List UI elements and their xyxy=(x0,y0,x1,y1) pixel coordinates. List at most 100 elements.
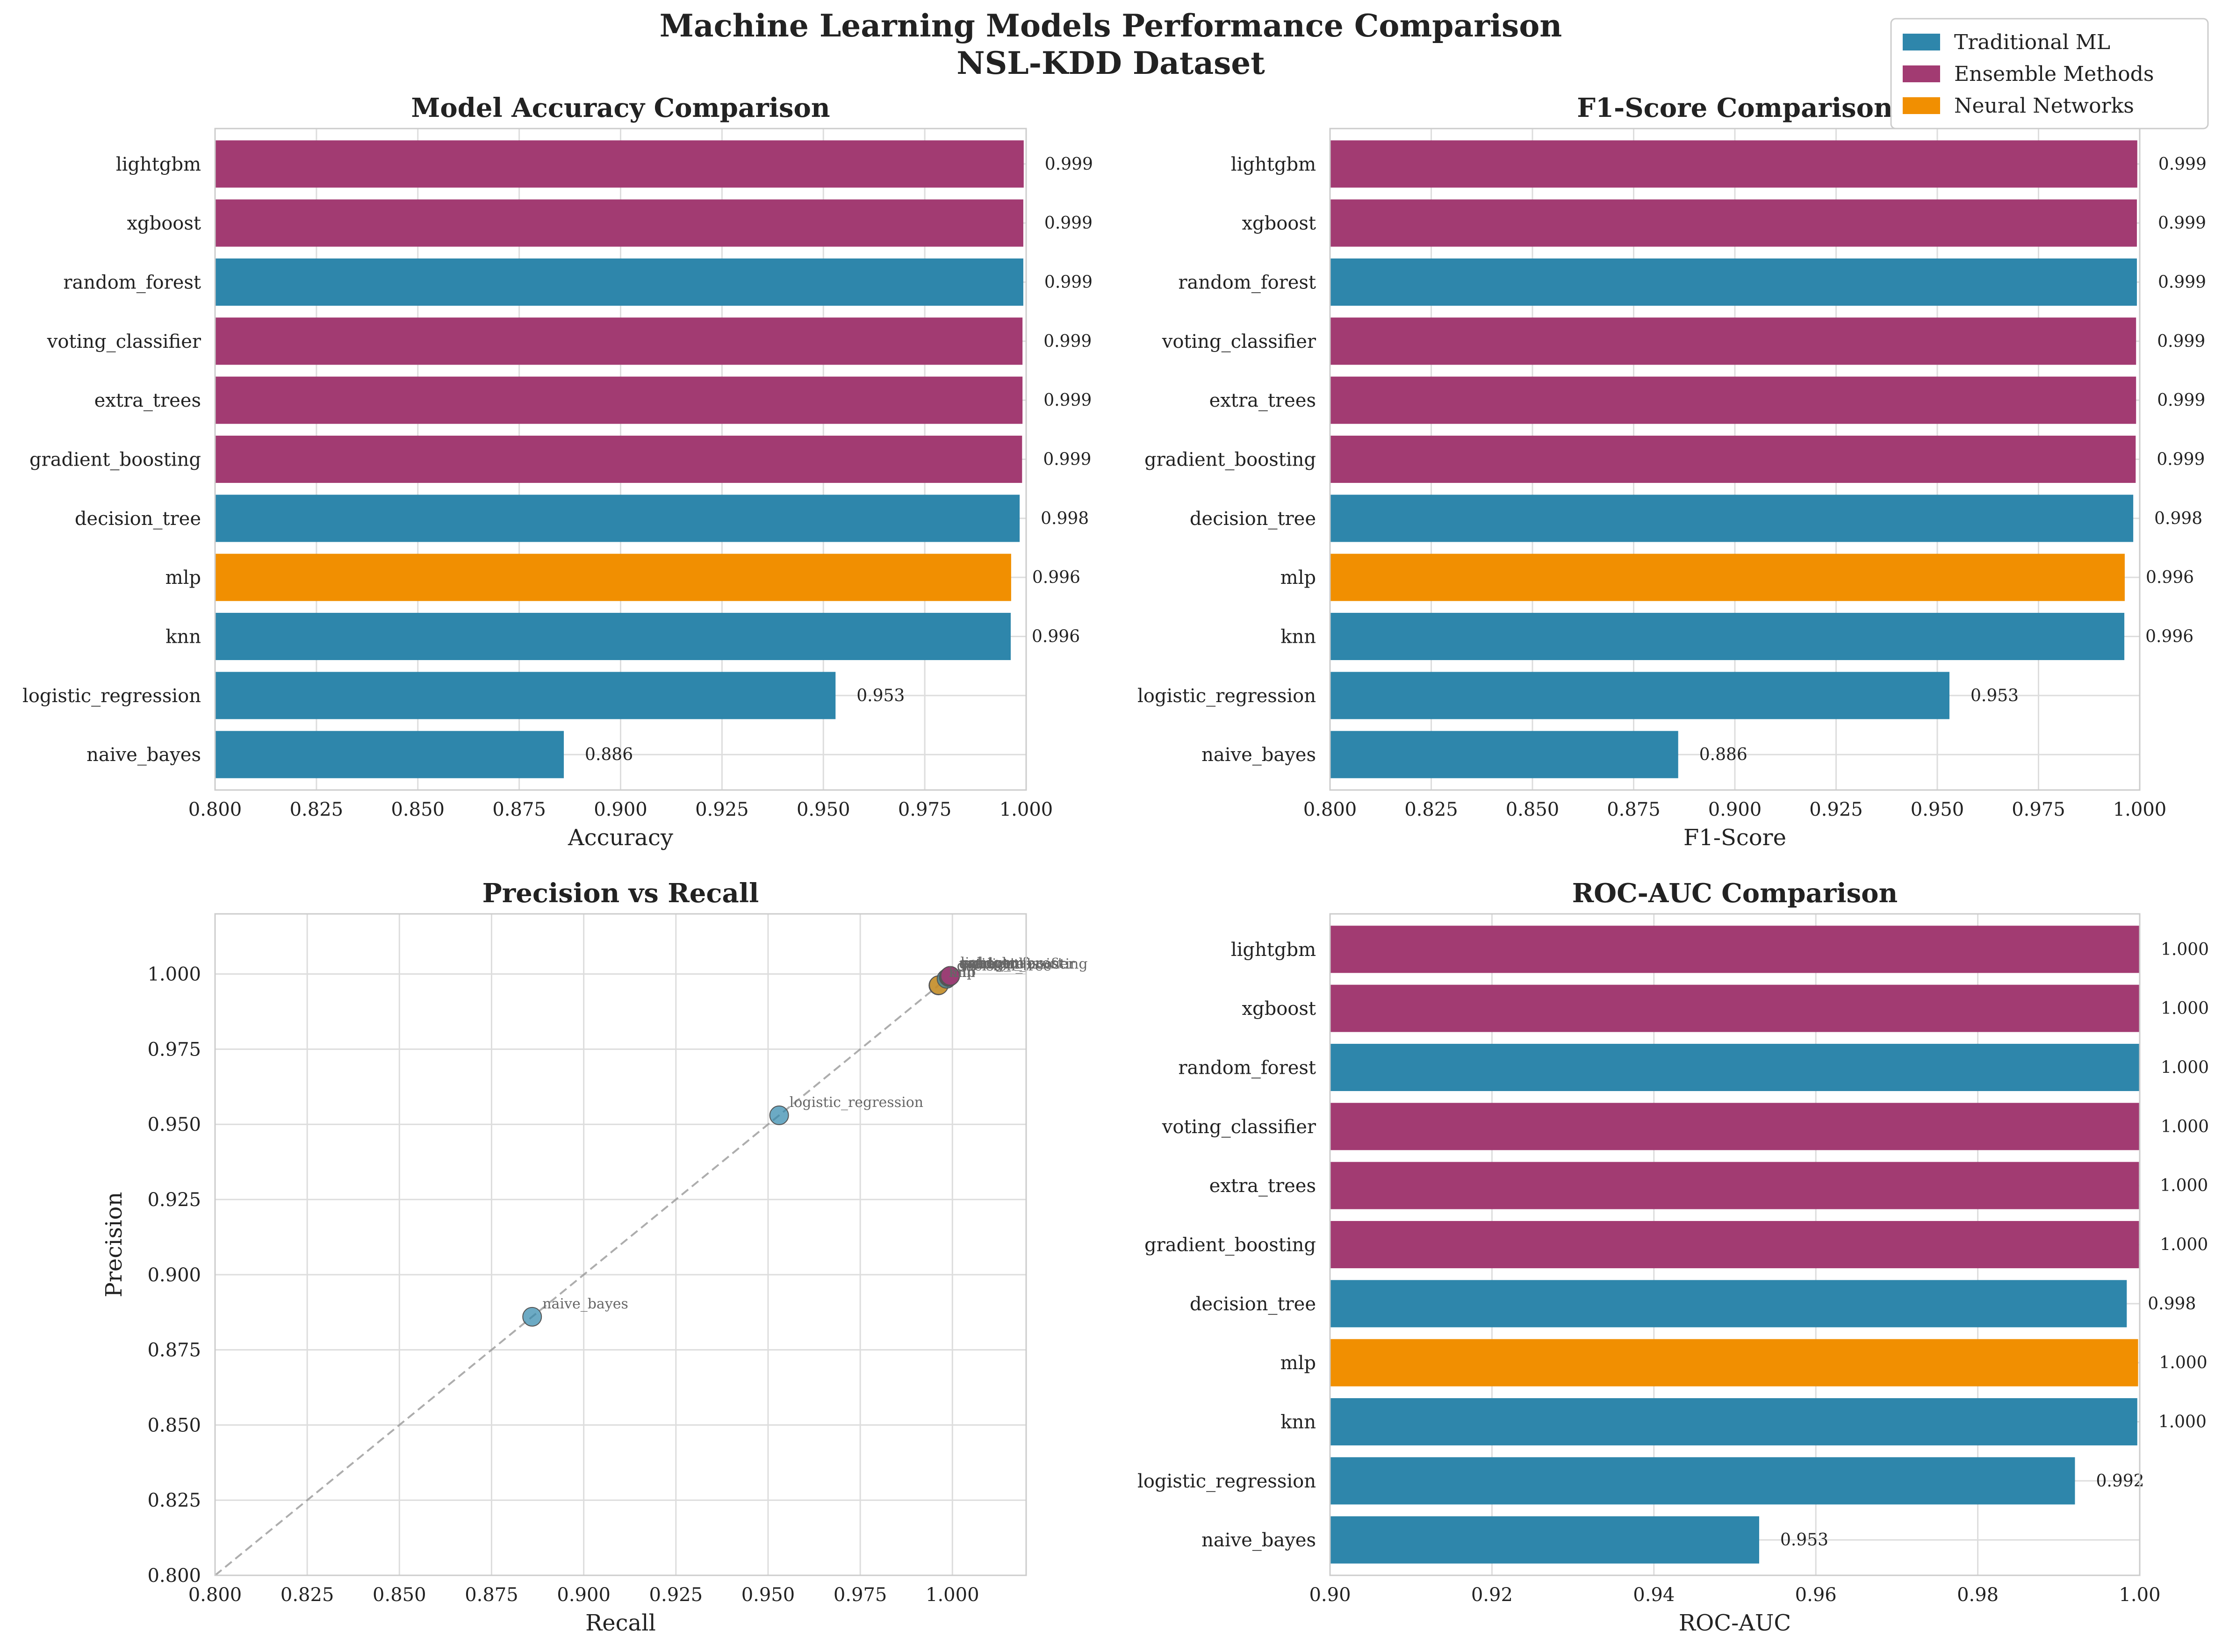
y-tick-label: gradient_boosting xyxy=(1144,449,1316,471)
x-tick-label: 1.00 xyxy=(2119,1584,2160,1606)
point-logistic_regression xyxy=(769,1105,789,1125)
y-tick-label: 0.925 xyxy=(147,1189,201,1211)
diagonal-reference-line xyxy=(214,973,953,1576)
x-tick-label: 1.000 xyxy=(1000,799,1053,820)
x-tick-label: 0.850 xyxy=(391,799,445,820)
value-label: 0.999 xyxy=(1044,273,1093,292)
bar-random_forest xyxy=(215,258,1023,306)
x-tick-label: 0.925 xyxy=(1809,799,1863,820)
bar-logistic_regression xyxy=(215,672,836,719)
bar-extra_trees xyxy=(1330,376,2136,424)
legend-swatch xyxy=(1903,34,1940,50)
x-tick-label: 0.90 xyxy=(1309,1584,1351,1606)
bar-logistic_regression xyxy=(1330,1457,2075,1505)
x-tick-label: 0.94 xyxy=(1633,1584,1675,1606)
value-label: 0.998 xyxy=(1041,509,1089,528)
bar-knn xyxy=(215,612,1011,661)
x-tick-label: 0.950 xyxy=(797,799,850,820)
y-tick-label: naive_bayes xyxy=(1201,744,1316,766)
value-label: 1.000 xyxy=(2159,1353,2208,1372)
y-tick-label: random_forest xyxy=(1178,272,1316,293)
legend-box xyxy=(1890,18,2209,129)
value-label: 0.999 xyxy=(1044,214,1093,233)
x-tick-label: 0.850 xyxy=(1506,799,1560,820)
x-tick-label: 0.825 xyxy=(280,1584,334,1606)
value-label: 0.996 xyxy=(2146,568,2194,587)
value-label: 0.998 xyxy=(2148,1294,2196,1314)
plot-frame xyxy=(214,128,1027,791)
x-tick-label: 0.975 xyxy=(898,799,952,820)
x-tick-label: 1.000 xyxy=(2113,799,2167,820)
y-tick-label: extra_trees xyxy=(1209,1175,1316,1197)
plot-frame xyxy=(1329,913,2141,1576)
x-tick-label: 0.96 xyxy=(1795,1584,1837,1606)
plot-frame xyxy=(214,913,1027,1576)
bar-decision_tree xyxy=(215,495,1020,542)
x-tick-label: 0.975 xyxy=(2012,799,2065,820)
y-tick-label: random_forest xyxy=(63,272,201,293)
x-tick-label: 0.800 xyxy=(188,799,242,820)
y-tick-label: mlp xyxy=(165,567,201,589)
y-tick-label: knn xyxy=(1280,626,1316,648)
bar-lightgbm xyxy=(1330,926,2140,973)
y-tick-label: 0.875 xyxy=(147,1340,201,1361)
value-label: 0.999 xyxy=(2157,450,2205,469)
value-label: 0.999 xyxy=(2158,214,2206,233)
panel-3: 0.90 0.92 0.94 0.96 0.98 1.00 lightgbm 1.000 xgb… xyxy=(1137,878,2209,1636)
panel-2: 0.800 0.825 0.850 0.875 0.900 0.925 0.950 0.975… xyxy=(101,878,1088,1636)
value-label: 0.999 xyxy=(1043,391,1092,410)
bar-mlp xyxy=(215,553,1011,601)
y-tick-label: naive_bayes xyxy=(86,744,201,766)
value-label: 0.999 xyxy=(2157,391,2205,410)
x-axis-label: F1-Score xyxy=(1683,825,1786,851)
bar-random_forest xyxy=(1330,1043,2140,1092)
bar-gradient_boosting xyxy=(1330,1221,2139,1269)
legend-label: Traditional ML xyxy=(1954,30,2110,54)
x-tick-label: 0.825 xyxy=(290,799,344,820)
legend-swatch xyxy=(1903,97,1940,114)
x-tick-label: 0.925 xyxy=(695,799,749,820)
y-tick-label: naive_bayes xyxy=(1201,1530,1316,1551)
y-tick-label: lightgbm xyxy=(1231,939,1316,961)
x-tick-label: 0.850 xyxy=(373,1584,426,1606)
y-tick-label: mlp xyxy=(1280,1352,1316,1374)
x-axis-label: ROC-AUC xyxy=(1679,1610,1791,1636)
bar-xgboost xyxy=(1330,984,2140,1032)
bar-decision_tree xyxy=(1330,495,2134,542)
y-axis-label: Precision xyxy=(101,1192,127,1298)
bar-gradient_boosting xyxy=(215,435,1022,483)
value-label: 0.999 xyxy=(1043,332,1092,351)
point-label: xgboost xyxy=(960,955,1016,971)
x-tick-label: 0.92 xyxy=(1471,1584,1513,1606)
bar-voting_classifier xyxy=(1330,1103,2140,1150)
legend: Traditional ML Ensemble Methods Neural Net… xyxy=(1890,18,2209,129)
value-label: 1.000 xyxy=(2160,1235,2208,1255)
panel-1: 0.800 0.825 0.850 0.875 0.900 0.925 0.950 0.975… xyxy=(1137,93,2207,851)
y-tick-label: lightgbm xyxy=(1231,154,1316,175)
x-axis-label: Recall xyxy=(585,1610,656,1636)
y-tick-label: decision_tree xyxy=(1190,508,1316,530)
figure-subtitle: NSL-KDD Dataset xyxy=(956,45,1265,81)
y-tick-label: extra_trees xyxy=(1209,390,1316,411)
value-label: 0.953 xyxy=(1970,686,2019,705)
y-tick-label: decision_tree xyxy=(1190,1293,1316,1315)
y-tick-label: voting_classifier xyxy=(47,331,201,352)
y-tick-label: knn xyxy=(165,626,201,648)
y-tick-label: xgboost xyxy=(1242,213,1316,234)
y-tick-label: gradient_boosting xyxy=(1144,1235,1316,1256)
point-label: mlp xyxy=(949,964,976,980)
y-tick-label: voting_classifier xyxy=(1162,1116,1316,1138)
y-tick-label: xgboost xyxy=(1242,998,1316,1020)
x-tick-label: 0.900 xyxy=(594,799,647,820)
y-tick-label: mlp xyxy=(1280,567,1316,589)
bar-mlp xyxy=(1330,1339,2138,1386)
point-label: gradient_boosting xyxy=(959,956,1087,972)
point-naive_bayes xyxy=(522,1307,542,1327)
y-tick-label: decision_tree xyxy=(75,508,201,530)
value-label: 0.999 xyxy=(2158,273,2206,292)
bar-naive_bayes xyxy=(215,731,564,778)
y-tick-label: xgboost xyxy=(127,213,201,234)
y-tick-label: 0.800 xyxy=(147,1565,201,1587)
bar-knn xyxy=(1330,612,2125,661)
